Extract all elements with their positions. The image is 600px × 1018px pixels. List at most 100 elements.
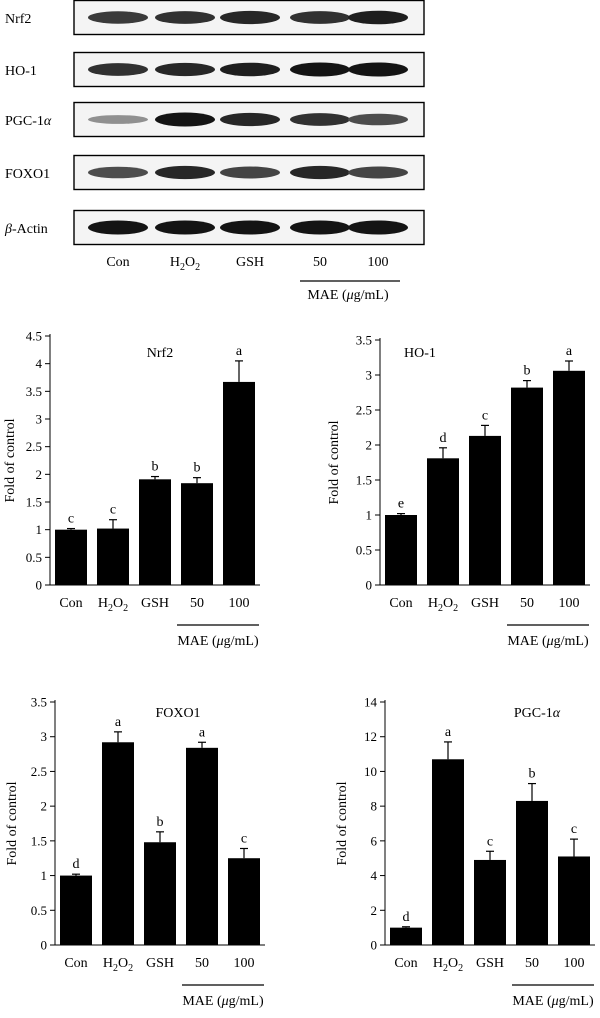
bar	[558, 856, 590, 945]
significance-letter: c	[571, 822, 577, 837]
blot-lane-label: H2O2	[170, 255, 200, 273]
mae-prefix: MAE (	[182, 994, 222, 1009]
y-axis-title: Fold of control	[335, 781, 350, 865]
o-text: O	[118, 956, 128, 971]
bar	[474, 859, 506, 945]
bar	[186, 747, 218, 945]
blot-band	[88, 220, 148, 235]
significance-letter: b	[524, 364, 531, 379]
significance-letter: a	[236, 344, 243, 359]
y-tick-label: 1	[366, 508, 373, 523]
sub-text: 2	[123, 603, 128, 614]
h-text: H	[428, 596, 438, 611]
y-tick-label: 1	[41, 868, 48, 883]
y-tick-label: 4.5	[26, 329, 42, 344]
blot-band	[88, 63, 148, 76]
blot-label-text: -Actin	[12, 222, 48, 237]
bar	[97, 528, 129, 585]
significance-letter: c	[110, 503, 116, 518]
y-tick-label: 2	[371, 903, 378, 918]
significance-letter: a	[445, 725, 452, 740]
bar	[181, 483, 213, 585]
blot-band	[220, 62, 280, 77]
significance-letter: e	[398, 497, 404, 512]
sub-text: 2	[453, 603, 458, 614]
y-tick-label: 2.5	[356, 403, 372, 418]
chart-title-text: Nrf2	[147, 346, 173, 361]
sub-text: 2	[128, 963, 133, 974]
significance-letter: b	[157, 815, 164, 830]
sub-text: 2	[438, 603, 443, 614]
y-tick-label: 2	[366, 438, 373, 453]
blot-band	[348, 62, 408, 77]
chart-title: FOXO1	[155, 706, 200, 721]
sub-text: 2	[195, 262, 200, 273]
x-tick-label: 100	[234, 956, 255, 971]
blot-band	[155, 220, 215, 235]
mae-suffix: g/mL)	[554, 634, 589, 649]
y-tick-label: 4	[36, 356, 43, 371]
x-tick-label: Con	[389, 596, 412, 611]
x-tick-label: Con	[59, 596, 82, 611]
blot-lane-label: 50	[313, 255, 327, 270]
mae-mu: μ	[551, 994, 559, 1009]
y-axis-title: Fold of control	[327, 420, 342, 504]
blot-label-text: HO-1	[5, 64, 37, 79]
bar	[432, 759, 464, 945]
y-tick-label: 0.5	[356, 543, 372, 558]
mae-prefix: MAE (	[512, 994, 552, 1009]
mae-suffix: g/mL)	[559, 994, 594, 1009]
blot-row-label: HO-1	[5, 64, 37, 79]
blot-band	[348, 10, 408, 25]
bar	[228, 858, 260, 945]
chart-title-text: FOXO1	[155, 706, 200, 721]
nrf2-bar-chart: 0 0.5 1 1.5 2 2.5 3 3.5 4 4.5 Fold of control Nrf2 c…	[3, 329, 260, 649]
y-axis-title: Fold of control	[3, 418, 18, 502]
o-text: O	[448, 956, 458, 971]
x-tick-label: GSH	[141, 596, 169, 611]
y-tick-label: 3.5	[26, 384, 42, 399]
y-tick-label: 10	[364, 764, 377, 779]
blot-label-text: PGC-1	[5, 114, 44, 129]
blot-row-label: PGC-1α	[5, 114, 52, 129]
significance-letter: a	[115, 715, 122, 730]
blot-band	[220, 166, 280, 179]
mae-label: MAE (μg/mL)	[177, 634, 259, 649]
x-tick-label: 100	[559, 596, 580, 611]
chart-title: PGC-1α	[514, 706, 561, 721]
o-text: O	[113, 596, 123, 611]
bar	[385, 515, 417, 585]
mae-mu: μ	[221, 994, 229, 1009]
bar	[516, 800, 548, 945]
y-tick-label: 0	[41, 938, 48, 953]
sub-text: 2	[108, 603, 113, 614]
blot-row: FOXO1	[5, 154, 425, 191]
significance-letter: b	[152, 460, 159, 475]
x-tick-label: 50	[190, 596, 204, 611]
blot-row-label: Nrf2	[5, 12, 31, 27]
x-tick-label: GSH	[471, 596, 499, 611]
significance-letter: c	[487, 834, 493, 849]
significance-letter: c	[68, 512, 74, 527]
sub-text: 2	[458, 963, 463, 974]
chart-title: HO-1	[404, 346, 436, 361]
ho1-bar-chart: 0 0.5 1 1.5 2 2.5 3 3.5 Fold of control HO-1 e Con d…	[327, 333, 590, 649]
chart-title: Nrf2	[147, 346, 173, 361]
bar	[223, 381, 255, 585]
y-tick-label: 1.5	[26, 495, 42, 510]
significance-letter: b	[194, 461, 201, 476]
mae-prefix: MAE (	[177, 634, 217, 649]
x-tick-label: H2O2	[433, 956, 463, 974]
significance-letter: c	[482, 408, 488, 423]
significance-letter: d	[440, 431, 447, 446]
bar	[427, 458, 459, 585]
bar	[511, 387, 543, 585]
y-tick-label: 2	[41, 799, 48, 814]
x-tick-label: 50	[525, 956, 539, 971]
y-tick-label: 14	[364, 695, 378, 710]
chart-title-text: PGC-1	[514, 706, 553, 721]
mae-prefix: MAE (	[507, 634, 547, 649]
x-tick-label: 50	[195, 956, 209, 971]
blot-band	[348, 113, 408, 126]
y-tick-label: 3.5	[31, 695, 47, 710]
